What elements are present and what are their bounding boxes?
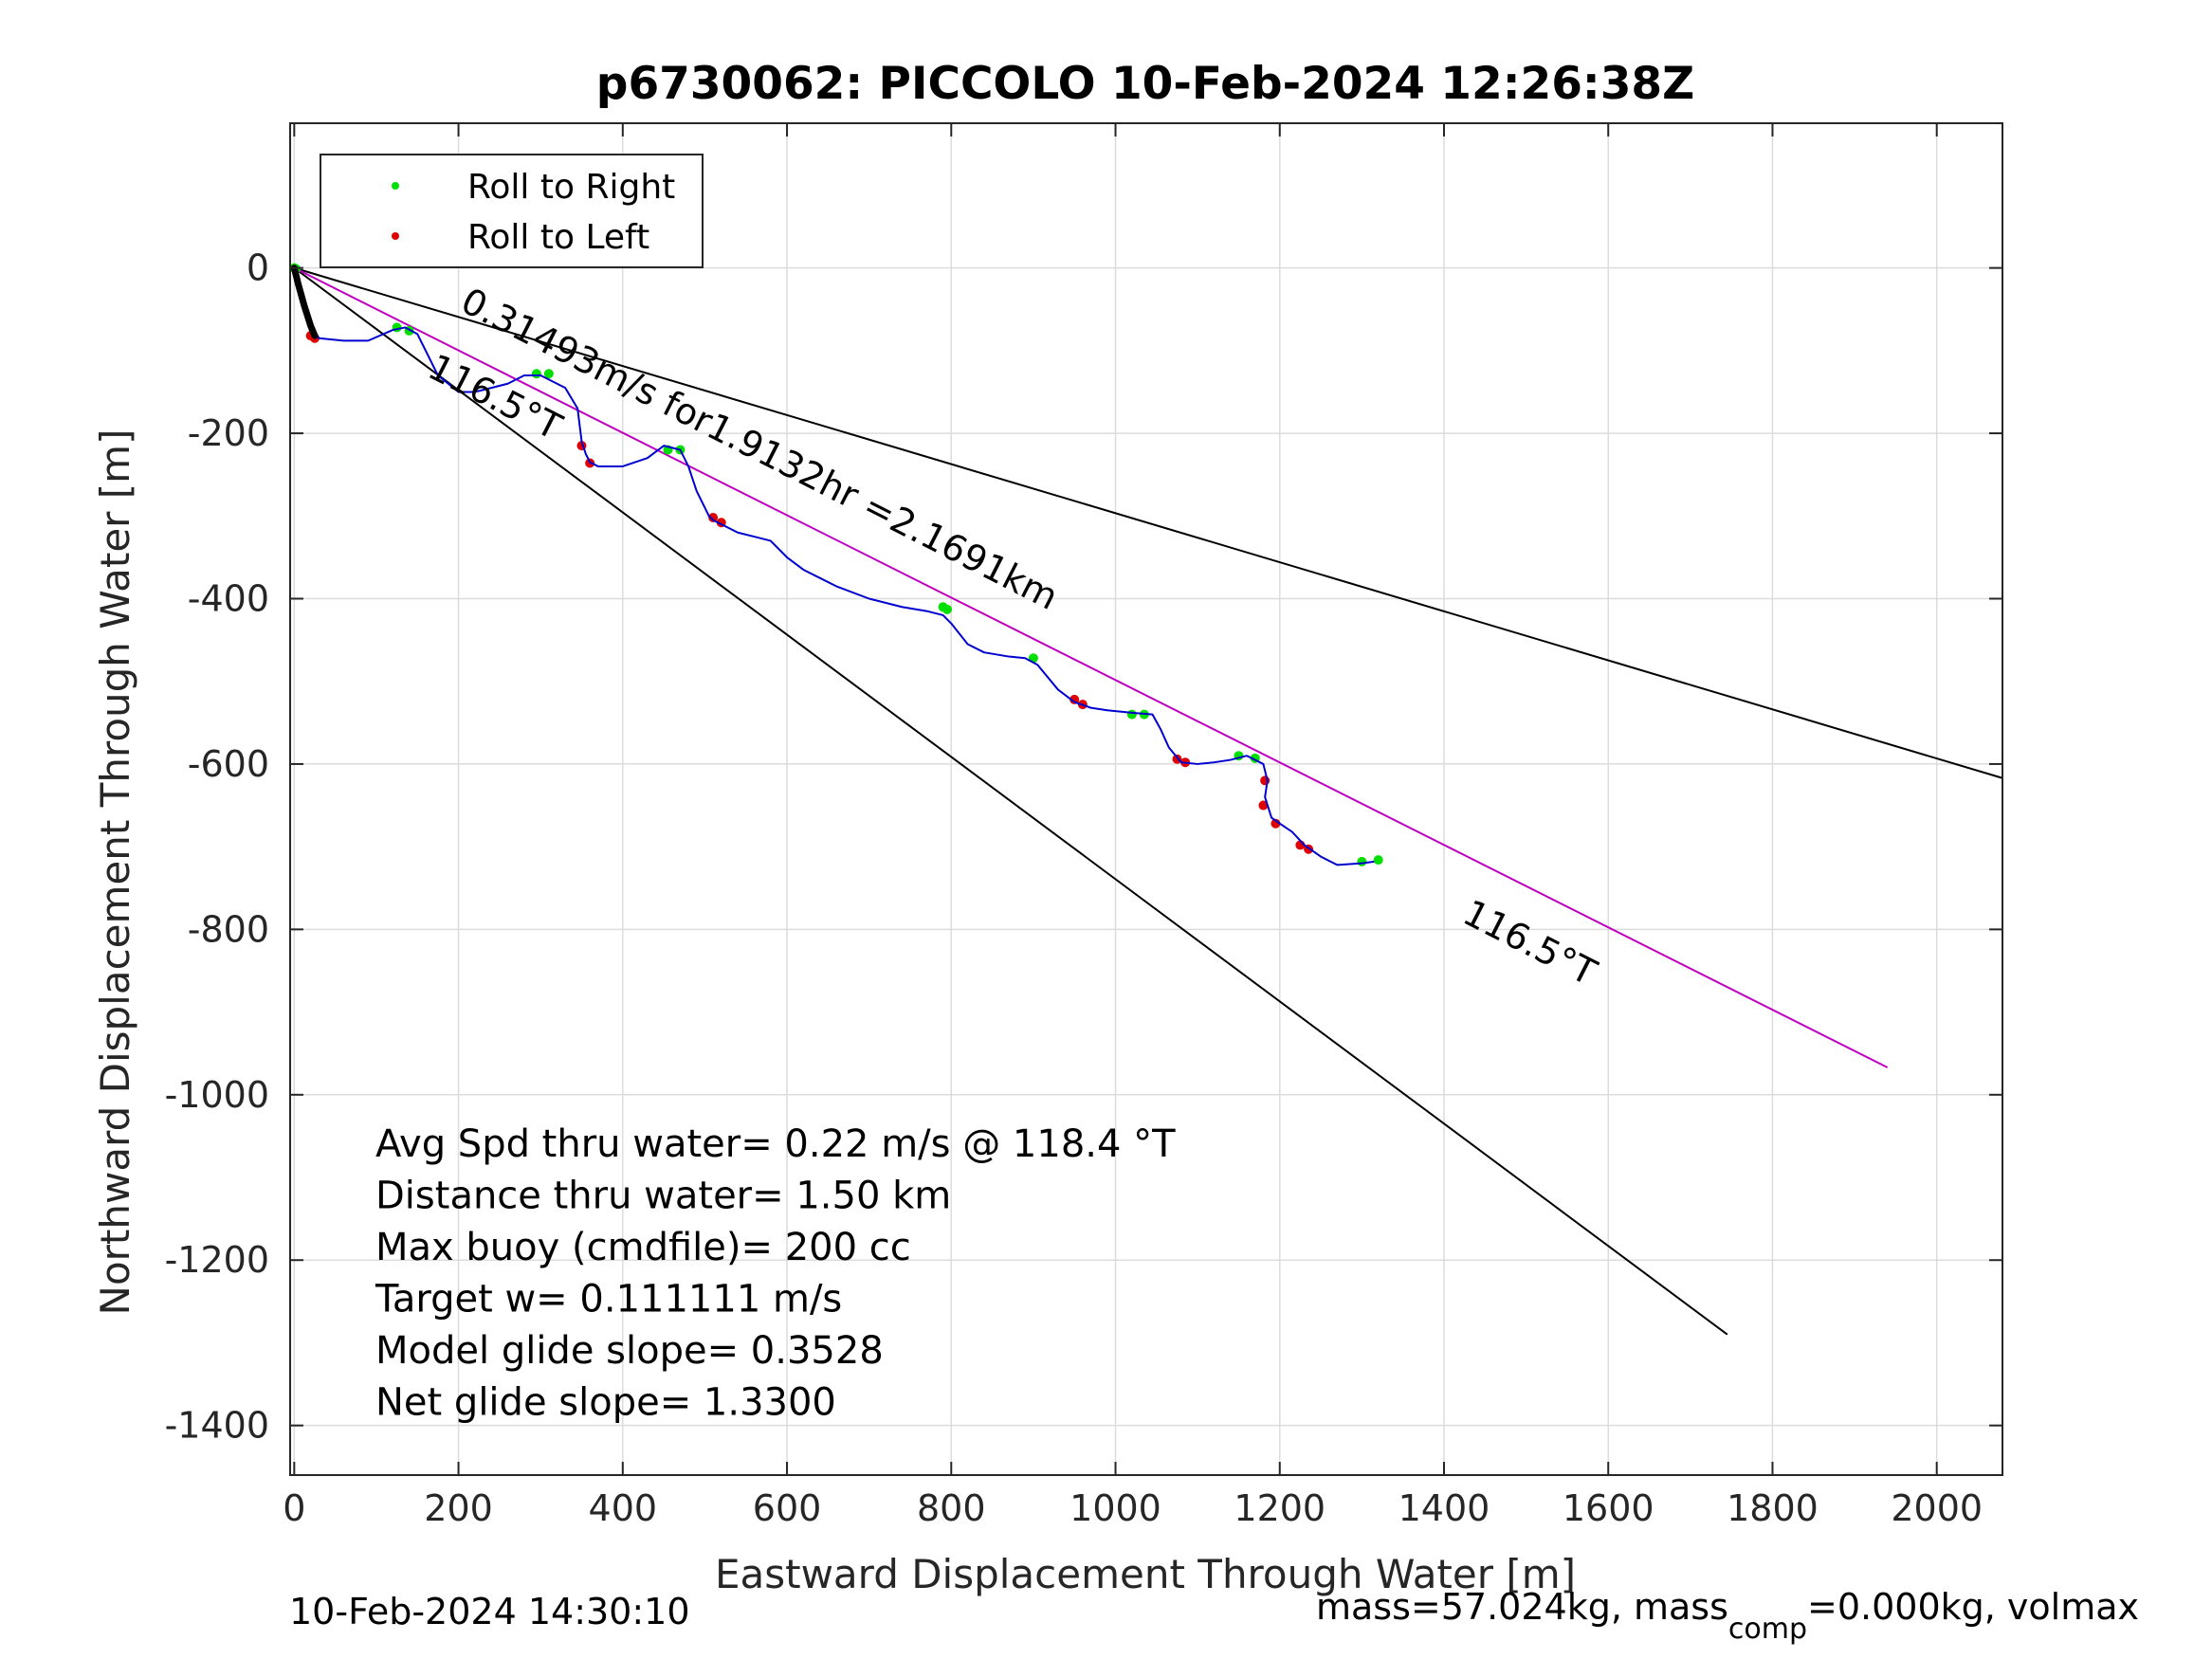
y-tick-label: -1400: [165, 1405, 269, 1447]
y-tick-label: -1200: [165, 1239, 269, 1281]
roll-right-point: [941, 604, 952, 614]
axes: 0 200 400 600 800 1000 1200 1400 1600 1800 2000 0 -2…: [165, 122, 2003, 1529]
legend-label-0: Roll to Right: [467, 168, 675, 207]
x-tick-label: 1800: [1727, 1487, 1819, 1529]
chart-title: p6730062: PICCOLO 10-Feb-2024 12:26:38Z: [596, 58, 1694, 110]
axes-frame: [289, 122, 2003, 1476]
stats-line-2: Max buoy (cmdfile)= 200 cc: [375, 1226, 911, 1269]
x-tick-label: 0: [283, 1487, 305, 1529]
stats-line-0: Avg Spd thru water= 0.22 m/s @ 118.4 °T: [375, 1122, 1176, 1166]
x-tick-label: 2000: [1891, 1487, 1983, 1529]
x-tick-label: 1400: [1398, 1487, 1490, 1529]
footer-mass-prefix: mass=57.024kg, mass: [1316, 1586, 1728, 1628]
x-tick-label: 600: [753, 1487, 822, 1529]
legend-box: [320, 154, 704, 268]
stats-line-4: Model glide slope= 0.3528: [375, 1329, 884, 1373]
x-axis-label: Eastward Displacement Through Water [m]: [715, 1551, 1576, 1597]
legend: Roll to Right Roll to Left: [320, 154, 704, 268]
legend-marker-1: [392, 232, 399, 240]
y-tick-label: -1000: [165, 1074, 269, 1116]
x-tick-label: 1600: [1563, 1487, 1654, 1529]
x-tick-label: 800: [917, 1487, 986, 1529]
glider-track-line: [293, 267, 1375, 866]
stats-line-1: Distance thru water= 1.50 km: [375, 1175, 951, 1218]
footer-mass: mass=57.024kg, masscomp=0.000kg, volmax: [1316, 1586, 2139, 1646]
roll-right-point: [531, 369, 541, 379]
y-axis-label: Northward Displacement Through Water [m]: [92, 429, 138, 1316]
footer-mass-suffix: =0.000kg, volmax: [1807, 1586, 2139, 1628]
y-tick-label: -600: [188, 743, 269, 785]
initial-dive-segment: [290, 264, 319, 339]
x-tick-label: 1000: [1069, 1487, 1161, 1529]
y-tick-label: -800: [188, 908, 269, 950]
roll-right-point: [543, 369, 554, 379]
roll-left-point: [708, 513, 719, 523]
legend-marker-0: [392, 182, 399, 190]
grid-lines: [290, 123, 2002, 1475]
bearing-line-2: [293, 266, 1889, 1068]
y-tick-label: 0: [247, 247, 269, 289]
stats-line-5: Net glide slope= 1.3300: [375, 1381, 836, 1425]
stats-line-3: Target w= 0.111111 m/s: [375, 1278, 842, 1322]
bearing-line-1: [293, 266, 1728, 1336]
footer-date: 10-Feb-2024 14:30:10: [289, 1591, 690, 1632]
bearing-line-0: [294, 266, 2003, 779]
roll-right-point: [1373, 855, 1383, 866]
roll-right-point: [1126, 709, 1137, 720]
roll-left-point: [1258, 800, 1269, 811]
x-tick-label: 200: [424, 1487, 493, 1529]
y-tick-label: -200: [188, 412, 269, 454]
roll-right-point: [1357, 856, 1367, 866]
legend-label-1: Roll to Left: [467, 218, 649, 257]
roll-right-point: [392, 322, 402, 333]
y-tick-label: -400: [188, 577, 269, 619]
x-tick-label: 1200: [1234, 1487, 1325, 1529]
x-tick-label: 400: [589, 1487, 658, 1529]
stats-box: Avg Spd thru water= 0.22 m/s @ 118.4 °T D…: [375, 1122, 1176, 1425]
footer-mass-subscript: comp: [1728, 1613, 1807, 1646]
